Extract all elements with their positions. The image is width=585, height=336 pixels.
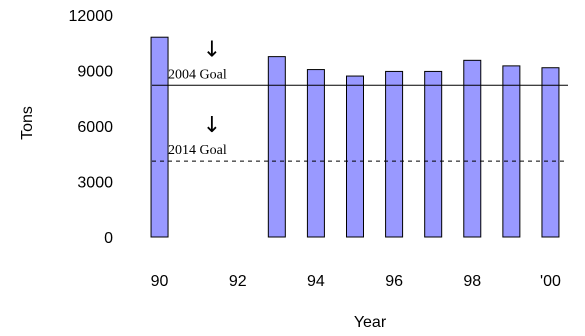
y-tick-label: 3000 — [77, 175, 113, 192]
bar-94 — [306, 69, 325, 238]
down-arrow-icon: ↓ — [203, 113, 221, 138]
y-axis-ticks: 0 3000 6000 9000 12000 — [69, 8, 114, 247]
y-axis-title: Tons — [19, 106, 36, 140]
bar-90 — [150, 36, 169, 238]
x-axis-title: Year — [354, 314, 387, 331]
y-tick-label: 6000 — [77, 119, 113, 136]
reference-line-label: 2014 Goal — [168, 143, 227, 158]
bar-99 — [502, 65, 521, 238]
x-tick-label: '00 — [540, 273, 561, 290]
x-tick-label: 90 — [151, 273, 169, 290]
x-tick-label: 96 — [385, 273, 403, 290]
reference-lines: 2004 Goal ↓ 2014 Goal ↓ — [152, 37, 568, 162]
reference-line-label: 2004 Goal — [168, 67, 227, 82]
bar-98 — [463, 59, 482, 238]
bars — [150, 36, 560, 238]
x-axis-ticks: 90 92 94 96 98 '00 — [151, 273, 561, 290]
bar-97 — [424, 70, 443, 238]
x-tick-label: 92 — [229, 273, 247, 290]
y-tick-label: 9000 — [77, 64, 113, 81]
x-tick-label: 98 — [463, 273, 481, 290]
bar-93 — [267, 56, 286, 238]
y-tick-label: 0 — [104, 230, 113, 247]
bar-00 — [541, 67, 560, 238]
x-tick-label: 94 — [307, 273, 325, 290]
down-arrow-icon: ↓ — [203, 37, 221, 62]
y-tick-label: 12000 — [69, 8, 114, 25]
bar-95 — [346, 75, 364, 238]
bar-96 — [385, 70, 404, 238]
